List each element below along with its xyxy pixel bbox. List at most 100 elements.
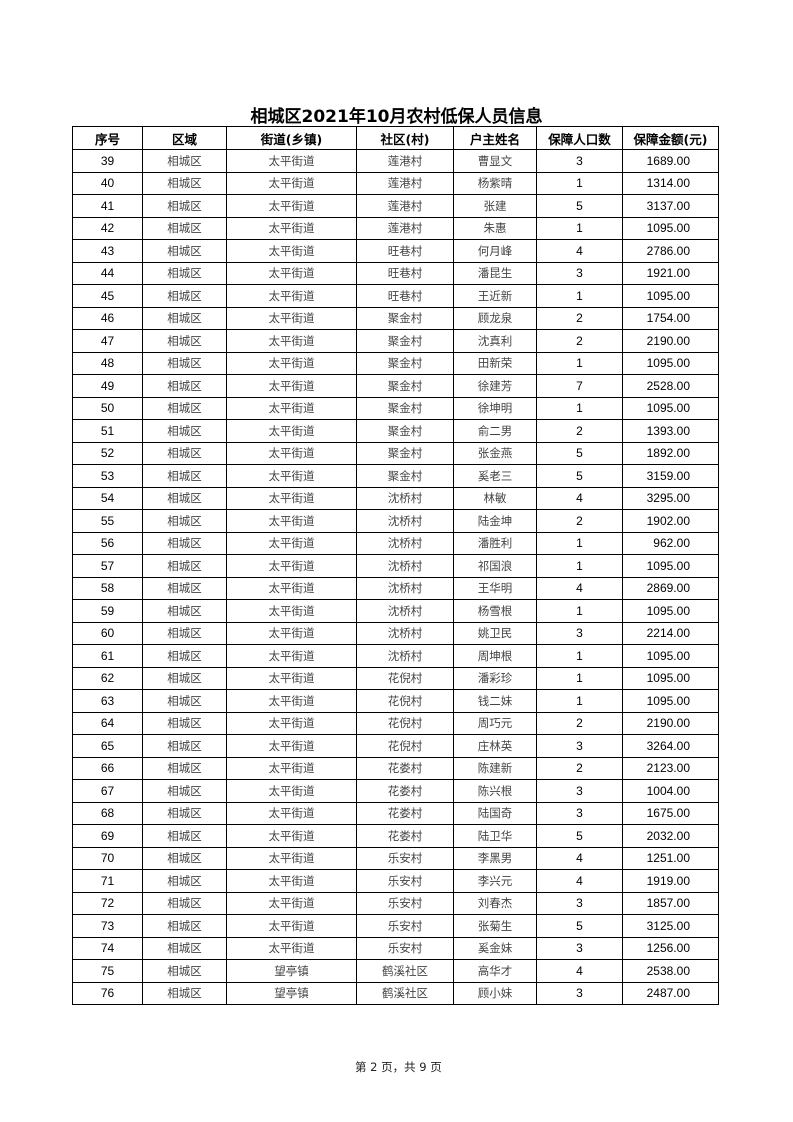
cell-district: 相城区 [142, 869, 227, 893]
cell-covered-persons: 4 [536, 869, 623, 893]
cell-index: 62 [72, 666, 143, 690]
cell-district: 相城区 [142, 306, 227, 330]
cell-amount: 1251.00 [622, 846, 719, 870]
cell-district: 相城区 [142, 261, 227, 285]
cell-street: 太平街道 [226, 576, 357, 600]
cell-amount: 1857.00 [622, 891, 719, 915]
cell-index: 50 [72, 396, 143, 420]
cell-community: 花倪村 [356, 734, 454, 758]
cell-amount: 1095.00 [622, 284, 719, 308]
cell-amount: 1095.00 [622, 216, 719, 240]
cell-amount: 3125.00 [622, 914, 719, 938]
table-row: 45 相城区 太平街道 旺巷村 王近新 1 1095.00 [72, 284, 719, 308]
cell-district: 相城区 [142, 576, 227, 600]
cell-householder: 钱二妹 [453, 689, 537, 713]
cell-district: 相城区 [142, 756, 227, 780]
cell-amount: 2487.00 [622, 981, 719, 1005]
cell-covered-persons: 5 [536, 194, 623, 218]
cell-amount: 1095.00 [622, 396, 719, 420]
cell-amount: 2214.00 [622, 621, 719, 645]
table-row: 52 相城区 太平街道 聚金村 张金燕 5 1892.00 [72, 441, 719, 465]
cell-index: 70 [72, 846, 143, 870]
cell-index: 76 [72, 981, 143, 1005]
table-row: 41 相城区 太平街道 莲港村 张建 5 3137.00 [72, 194, 719, 218]
cell-community: 花娄村 [356, 801, 454, 825]
cell-householder: 周巧元 [453, 711, 537, 735]
cell-amount: 3264.00 [622, 734, 719, 758]
page-number: 第 2 页，共 9 页 [355, 1060, 442, 1074]
cell-community: 花娄村 [356, 756, 454, 780]
table-row: 51 相城区 太平街道 聚金村 俞二男 2 1393.00 [72, 419, 719, 443]
cell-index: 55 [72, 509, 143, 533]
cell-householder: 田新荣 [453, 351, 537, 375]
cell-index: 66 [72, 756, 143, 780]
cell-householder: 俞二男 [453, 419, 537, 443]
cell-street: 太平街道 [226, 329, 357, 353]
header-col-district: 区域 [142, 126, 227, 150]
cell-street: 太平街道 [226, 509, 357, 533]
cell-community: 沈桥村 [356, 621, 454, 645]
table-row: 75 相城区 望亭镇 鹤溪社区 高华才 4 2538.00 [72, 959, 719, 983]
cell-street: 太平街道 [226, 756, 357, 780]
cell-community: 聚金村 [356, 329, 454, 353]
cell-householder: 张建 [453, 194, 537, 218]
cell-community: 乐安村 [356, 891, 454, 915]
table-row: 43 相城区 太平街道 旺巷村 何月峰 4 2786.00 [72, 239, 719, 263]
cell-district: 相城区 [142, 441, 227, 465]
cell-covered-persons: 4 [536, 959, 623, 983]
cell-amount: 1675.00 [622, 801, 719, 825]
cell-district: 相城区 [142, 914, 227, 938]
table-row: 68 相城区 太平街道 花娄村 陆国奇 3 1675.00 [72, 801, 719, 825]
cell-index: 74 [72, 936, 143, 960]
table-row: 48 相城区 太平街道 聚金村 田新荣 1 1095.00 [72, 351, 719, 375]
cell-community: 鹤溪社区 [356, 981, 454, 1005]
cell-district: 相城区 [142, 194, 227, 218]
cell-street: 太平街道 [226, 419, 357, 443]
cell-householder: 潘彩珍 [453, 666, 537, 690]
cell-street: 太平街道 [226, 734, 357, 758]
cell-covered-persons: 2 [536, 419, 623, 443]
header-col-index: 序号 [72, 126, 143, 150]
cell-covered-persons: 2 [536, 329, 623, 353]
cell-street: 望亭镇 [226, 959, 357, 983]
table-row: 65 相城区 太平街道 花倪村 庄林英 3 3264.00 [72, 734, 719, 758]
cell-community: 聚金村 [356, 441, 454, 465]
table-row: 53 相城区 太平街道 聚金村 奚老三 5 3159.00 [72, 464, 719, 488]
cell-covered-persons: 1 [536, 599, 623, 623]
table-row: 60 相城区 太平街道 沈桥村 姚卫民 3 2214.00 [72, 621, 719, 645]
table-row: 44 相城区 太平街道 旺巷村 潘昆生 3 1921.00 [72, 261, 719, 285]
cell-covered-persons: 1 [536, 554, 623, 578]
cell-district: 相城区 [142, 891, 227, 915]
cell-householder: 陈建新 [453, 756, 537, 780]
cell-district: 相城区 [142, 599, 227, 623]
cell-householder: 朱惠 [453, 216, 537, 240]
cell-street: 太平街道 [226, 689, 357, 713]
table-row: 69 相城区 太平街道 花娄村 陆卫华 5 2032.00 [72, 824, 719, 848]
cell-amount: 2528.00 [622, 374, 719, 398]
table-row: 55 相城区 太平街道 沈桥村 陆金坤 2 1902.00 [72, 509, 719, 533]
table-row: 42 相城区 太平街道 莲港村 朱惠 1 1095.00 [72, 216, 719, 240]
cell-street: 太平街道 [226, 441, 357, 465]
cell-street: 太平街道 [226, 171, 357, 195]
cell-community: 沈桥村 [356, 599, 454, 623]
cell-index: 68 [72, 801, 143, 825]
cell-street: 太平街道 [226, 464, 357, 488]
table-row: 72 相城区 太平街道 乐安村 刘春杰 3 1857.00 [72, 891, 719, 915]
cell-covered-persons: 3 [536, 149, 623, 173]
cell-street: 太平街道 [226, 666, 357, 690]
cell-householder: 潘胜利 [453, 531, 537, 555]
cell-community: 花倪村 [356, 689, 454, 713]
table-row: 54 相城区 太平街道 沈桥村 林敏 4 3295.00 [72, 486, 719, 510]
table-row: 50 相城区 太平街道 聚金村 徐坤明 1 1095.00 [72, 396, 719, 420]
cell-community: 聚金村 [356, 351, 454, 375]
cell-covered-persons: 2 [536, 306, 623, 330]
cell-district: 相城区 [142, 374, 227, 398]
header-col-covered-persons: 保障人口数 [536, 126, 623, 150]
cell-amount: 1095.00 [622, 554, 719, 578]
table-row: 66 相城区 太平街道 花娄村 陈建新 2 2123.00 [72, 756, 719, 780]
cell-community: 沈桥村 [356, 644, 454, 668]
cell-street: 太平街道 [226, 779, 357, 803]
cell-householder: 林敏 [453, 486, 537, 510]
cell-community: 聚金村 [356, 306, 454, 330]
cell-covered-persons: 3 [536, 779, 623, 803]
